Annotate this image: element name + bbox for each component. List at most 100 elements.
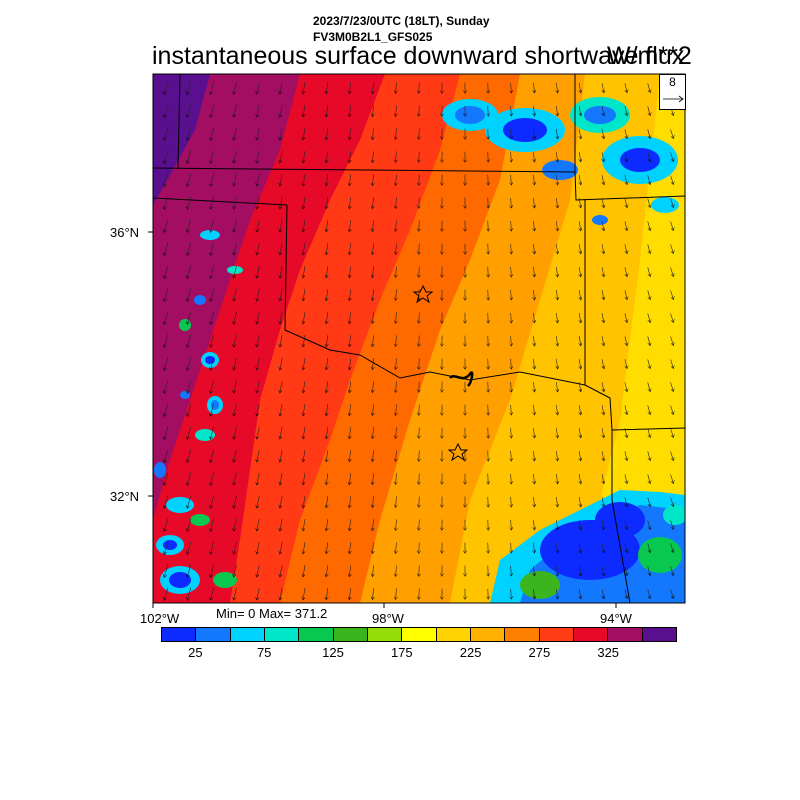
wind-arrow: [647, 267, 651, 276]
wind-arrow: [511, 105, 512, 116]
wind-arrow: [349, 335, 350, 347]
wind-arrow: [164, 541, 169, 555]
wind-arrow: [533, 266, 534, 277]
wind-arrow: [187, 219, 192, 233]
wind-arrow: [164, 288, 169, 302]
wind-arrow: [396, 82, 397, 93]
wind-arrow: [210, 518, 214, 532]
wind-arrow: [396, 358, 397, 369]
wind-arrow: [647, 589, 651, 598]
wind-arrow: [624, 474, 627, 483]
wind-arrow: [326, 588, 328, 600]
wind-arrow: [187, 242, 192, 256]
wind-arrow: [579, 290, 581, 300]
wind-arrow: [533, 358, 534, 369]
wind-arrow: [372, 450, 373, 461]
wind-arrow: [647, 244, 651, 253]
wind-arrow: [280, 426, 283, 439]
wind-arrow: [533, 542, 534, 553]
wind-arrow: [533, 427, 534, 438]
wind-arrow: [234, 403, 237, 416]
wind-arrow: [187, 196, 192, 210]
wind-arrow: [210, 334, 214, 348]
wind-arrow: [326, 473, 328, 485]
wind-arrow: [624, 428, 627, 437]
wind-arrow: [556, 381, 557, 392]
wind-arrow: [303, 220, 306, 232]
wind-arrow: [670, 267, 674, 276]
wind-arrow: [579, 405, 581, 415]
wind-arrow: [396, 151, 397, 162]
wind-arrow: [257, 288, 260, 301]
wind-arrow: [556, 496, 557, 507]
wind-arrow: [326, 404, 328, 416]
wind-arrow: [624, 175, 627, 184]
wind-arrow: [164, 334, 169, 348]
wind-arrow: [280, 150, 283, 163]
colorbar-label: 175: [390, 645, 413, 660]
wind-arrow: [396, 565, 397, 576]
wind-arrow: [164, 380, 169, 394]
wind-arrow: [326, 542, 328, 554]
wind-arrow: [511, 404, 512, 415]
colorbar-swatch: [436, 628, 471, 641]
wind-arrow: [234, 219, 237, 232]
wind-arrow: [303, 542, 306, 554]
wind-arrow: [511, 151, 512, 162]
wind-arrow: [533, 404, 534, 415]
wind-arrow: [396, 105, 397, 116]
wind-arrow: [556, 82, 557, 93]
wind-arrow: [280, 541, 283, 554]
wind-arrow: [647, 221, 651, 230]
wind-arrow: [257, 334, 260, 347]
wind-arrow: [556, 565, 557, 576]
wind-arrow: [602, 451, 604, 461]
wind-arrow: [511, 289, 512, 300]
wind-arrow: [349, 588, 350, 600]
wind-arrow: [533, 197, 534, 208]
wind-arrow: [602, 589, 604, 599]
wind-arrow: [372, 151, 373, 162]
wind-arrow: [234, 472, 237, 485]
wind-arrow: [533, 450, 534, 461]
wind-arrow: [303, 565, 306, 577]
wind-arrow: [602, 244, 604, 254]
wind-arrow: [624, 543, 627, 552]
wind-arrow: [234, 541, 237, 554]
wind-arrow: [280, 81, 283, 94]
wind-arrow: [326, 220, 328, 232]
wind-arrow: [556, 588, 557, 599]
wind-arrow: [187, 288, 192, 302]
wind-arrow: [349, 82, 350, 94]
wind-arrow: [602, 175, 604, 185]
wind-arrow: [602, 198, 604, 208]
wind-arrow: [511, 381, 512, 392]
wind-arrow: [419, 588, 420, 600]
wind-arrow: [210, 403, 214, 417]
wind-arrow: [624, 497, 627, 506]
wind-arrow: [303, 473, 306, 485]
wind-arrow: [579, 474, 581, 484]
wind-arrow: [624, 290, 627, 299]
wind-arrow: [579, 198, 581, 208]
wind-arrow: [257, 357, 260, 370]
wind-arrow: [419, 519, 420, 531]
wind-arrow: [556, 174, 557, 185]
wind-arrow: [419, 473, 420, 485]
wind-arrow: [602, 313, 604, 323]
wind-arrow: [187, 334, 192, 348]
wind-arrow: [647, 290, 651, 299]
wind-arrow: [349, 450, 350, 462]
wind-arrow: [670, 451, 674, 460]
wind-arrow: [579, 221, 581, 231]
wind-arrow: [372, 174, 373, 185]
wind-arrow: [533, 496, 534, 507]
wind-arrow: [164, 403, 169, 417]
wind-arrow: [419, 312, 420, 324]
wind-arrow: [257, 495, 260, 508]
wind-arrow: [303, 381, 306, 393]
wind-arrow: [187, 587, 192, 601]
wind-arrow: [372, 473, 373, 484]
wind-arrow: [372, 358, 373, 369]
wind-arrow: [556, 105, 557, 116]
